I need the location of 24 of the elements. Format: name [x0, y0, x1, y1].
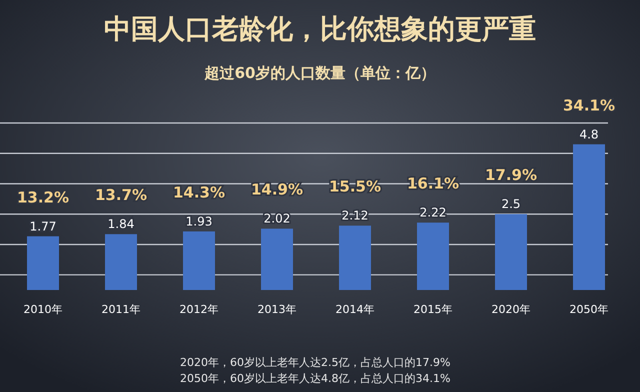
data-label: 4.8 — [579, 127, 599, 142]
annotation: 17.9% — [484, 166, 538, 184]
data-label: 2.5 — [501, 197, 521, 212]
chart-subtitle: 超过60岁的人口数量（单位：亿） — [204, 64, 436, 82]
annotation: 14.3% — [172, 183, 226, 202]
annotation: 14.9% — [250, 180, 304, 199]
x-tick-label: 2014年 — [336, 303, 374, 316]
x-tick-label: 2011年 — [102, 303, 140, 316]
data-label: 2.02 — [264, 212, 290, 226]
x-tick-label: 2020年 — [492, 303, 530, 316]
annotation: 13.7% — [94, 186, 148, 204]
text: 34.1% — [562, 96, 616, 114]
text: 2050年，60岁以上老年人达4.8亿，占总人口的34.1% — [180, 372, 450, 385]
data-label: 1.84 — [108, 217, 134, 232]
x-tick-label: 2050年 — [570, 303, 608, 316]
data-label: 1.77 — [30, 219, 56, 234]
chart-title: 中国人口老龄化，比你想象的更严重 — [104, 14, 536, 45]
text: 2020年，60岁以上老年人达2.5亿，占总人口的17.9% — [180, 356, 450, 369]
x-tick-label: 2012年 — [180, 303, 218, 316]
x-tick-label: 2010年 — [24, 303, 62, 316]
x-tick-label: 2015年 — [414, 303, 452, 316]
data-label: 1.93 — [186, 214, 212, 228]
x-tick-label: 2013年 — [258, 303, 296, 316]
annotation: 13.2% — [16, 188, 70, 206]
